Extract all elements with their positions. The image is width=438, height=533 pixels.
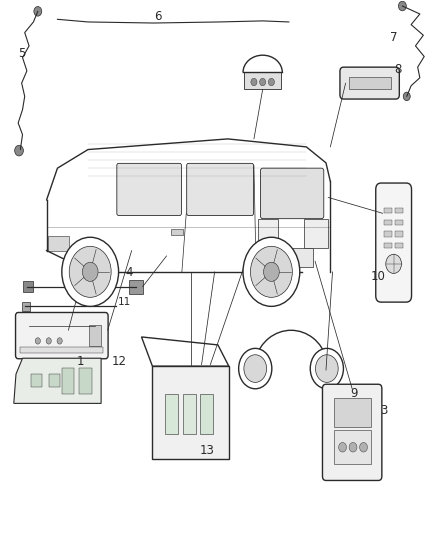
Text: 10: 10 — [371, 270, 385, 283]
Circle shape — [315, 355, 338, 382]
Bar — [49, 374, 60, 387]
Text: 7: 7 — [390, 31, 397, 44]
FancyBboxPatch shape — [261, 168, 324, 219]
Text: 6: 6 — [154, 10, 162, 23]
Circle shape — [82, 262, 98, 281]
Bar — [385, 220, 392, 225]
Text: 12: 12 — [112, 355, 127, 368]
Bar — [79, 368, 92, 394]
Circle shape — [268, 78, 275, 86]
Bar — [385, 243, 392, 248]
Text: 4: 4 — [125, 265, 133, 279]
FancyBboxPatch shape — [187, 164, 254, 215]
Bar — [258, 219, 278, 248]
Bar — [152, 366, 229, 459]
Bar — [62, 368, 74, 394]
Bar — [130, 280, 143, 294]
Circle shape — [399, 1, 406, 11]
Bar — [385, 208, 392, 213]
Circle shape — [62, 237, 119, 306]
Circle shape — [251, 246, 292, 297]
Circle shape — [69, 246, 111, 297]
Circle shape — [46, 338, 51, 344]
Circle shape — [403, 92, 410, 101]
FancyBboxPatch shape — [322, 384, 382, 480]
Bar — [21, 302, 30, 311]
Circle shape — [310, 349, 343, 389]
Bar — [349, 77, 391, 90]
Bar — [395, 208, 403, 213]
FancyBboxPatch shape — [376, 183, 412, 302]
Bar — [48, 236, 69, 251]
Text: 3: 3 — [381, 405, 388, 417]
Bar — [171, 229, 183, 235]
Text: 13: 13 — [199, 443, 214, 457]
FancyBboxPatch shape — [117, 164, 181, 215]
Bar — [261, 248, 313, 266]
Circle shape — [264, 262, 279, 281]
Bar — [334, 398, 371, 427]
Circle shape — [243, 237, 300, 306]
Bar — [395, 220, 403, 225]
Text: 1: 1 — [77, 355, 85, 368]
Circle shape — [57, 338, 62, 344]
Bar — [183, 394, 196, 434]
Bar — [20, 347, 103, 353]
Circle shape — [360, 442, 367, 452]
Bar — [165, 394, 178, 434]
Bar — [395, 231, 403, 237]
Circle shape — [82, 280, 94, 294]
Polygon shape — [14, 358, 101, 403]
Bar — [244, 72, 281, 90]
Circle shape — [349, 442, 357, 452]
Circle shape — [251, 78, 257, 86]
Circle shape — [339, 442, 346, 452]
Bar — [385, 231, 392, 237]
Circle shape — [239, 349, 272, 389]
Circle shape — [260, 78, 266, 86]
Text: 9: 9 — [350, 387, 357, 400]
Text: 5: 5 — [18, 47, 25, 60]
Text: 8: 8 — [394, 63, 402, 76]
FancyBboxPatch shape — [15, 312, 108, 359]
Bar — [304, 219, 328, 248]
Bar — [200, 394, 213, 434]
Bar — [334, 430, 371, 464]
Bar — [395, 243, 403, 248]
Bar — [89, 325, 101, 346]
Circle shape — [14, 146, 23, 156]
Circle shape — [244, 355, 267, 382]
FancyBboxPatch shape — [340, 67, 399, 99]
Bar — [23, 281, 33, 292]
Bar — [31, 374, 42, 387]
Circle shape — [386, 254, 402, 273]
Circle shape — [34, 6, 42, 16]
Circle shape — [35, 338, 40, 344]
Text: 11: 11 — [118, 297, 131, 308]
